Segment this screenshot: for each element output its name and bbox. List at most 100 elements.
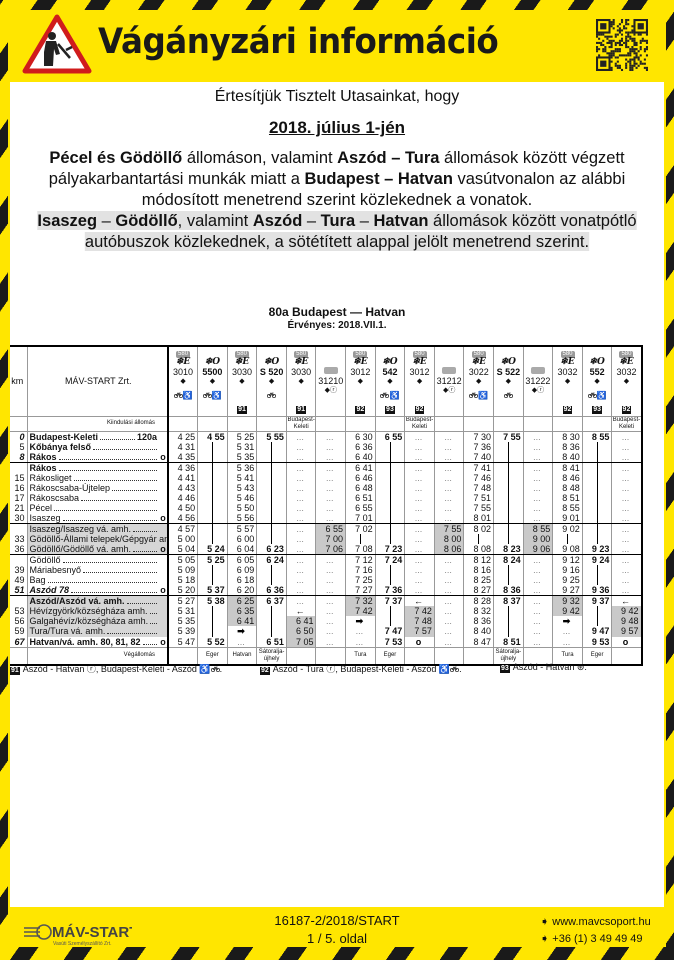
train-header[interactable]: 580 ❄E 3032 ◆ 92 [552,346,583,417]
time-cell: 8 48 [552,482,583,493]
time-cell: ... [522,575,553,586]
air-conditioning-icon: ❄ [560,357,568,367]
time-cell: ... [285,502,316,513]
time-cell: ... [404,462,435,473]
direction-icon: ◆ [564,378,571,385]
bicycle-icon [267,392,277,399]
station-cell: Rákosliget [26,472,169,483]
station-name: Tura/Tura vá. amh. [29,626,106,637]
station-mark: o [160,451,166,462]
train-header[interactable]: 580 ❄E 3022 ◆ ♿ [463,346,494,417]
station-mark: o [160,585,166,596]
time-cell: 8 12 [463,554,494,566]
time-cell: 5 46 [226,492,257,503]
bicycle-icon [380,392,390,399]
station-km: 56 [14,616,25,627]
track-work-warning-icon [22,14,92,74]
direction-icon: ◆ [594,378,600,385]
time-cell: | [493,472,524,483]
notice-paragraph: Pécel és Gödöllő állomáson, valamint Asz… [20,147,654,252]
category-letter: O [596,357,605,367]
train-header[interactable]: 580 ❄E 3010 ◆ ♿ [167,346,198,417]
train-header[interactable]: ❄O 5500 ◆ ♿ [197,346,228,417]
station-name: Máriabesnyő [29,565,82,576]
train-number: 3022 [468,367,489,377]
qr-code[interactable] [596,18,648,72]
station-name: Rákos [29,451,57,462]
time-cell: ← [404,595,435,607]
time-cell: ... [522,441,553,452]
time-cell: 8 23 [493,544,524,556]
station-row: 0 Budapest-Keleti 120a 4 25 4 55 5 25 5 55....… [10,431,643,442]
origin-station: Budapest-Keleti [611,416,643,432]
timetable: km MÁV-START Zrt. 580 ❄E 3010 ◆ ♿ ❄O 5500 ◆ ♿ 580 ❄E… [10,345,643,667]
station-row: 67 Hatvan/vá. amh. 80, 81, 82 o 5 47 5 52...… [10,636,643,648]
phone-text[interactable]: +36 (1) 3 49 49 49 [552,933,643,945]
time-cell: | [256,492,287,503]
time-cell: 5 41 [226,472,257,483]
time-cell: | [256,462,287,473]
time-cell: | [493,565,524,576]
time-cell: 9 27 [552,585,583,597]
time-cell: 5 39 [167,626,198,637]
time-cell: ... [315,472,346,483]
train-header[interactable]: 580 ❄E 3012 ◆ 92 [345,346,376,417]
train-header[interactable]: 580 ❄E 3012 ◆ 92 [404,346,435,417]
train-header[interactable]: 580 ❄E 3030 ◆ 91 [285,346,316,417]
notice-text: állomások között vonatpótló [428,211,637,230]
time-cell: 6 50 [285,626,316,637]
time-cell: ... [611,502,643,513]
time-cell: 6 05 [226,554,257,566]
train-header[interactable]: ❄O S 520 ◆ [256,346,287,417]
destination-station: Tura [345,646,376,666]
time-cell: 7 25 [345,575,376,586]
time-cell: ➡ [552,616,583,627]
amenities [406,391,434,403]
time-cell: ... [315,575,346,586]
time-cell: | [256,575,287,586]
train-category: ❄E [228,357,256,367]
time-cell: ... [611,523,643,534]
time-cell: | [581,492,612,503]
page-number: 1 / 5. oldal [307,931,367,946]
time-cell: 5 47 [167,636,198,648]
train-header[interactable]: 31222 ◆ⓡ [522,346,553,417]
time-cell: 4 43 [167,482,198,493]
train-header[interactable]: 580 ❄E 3030 ◆ 91 [226,346,257,417]
phone-link[interactable]: ➧ +36 (1) 3 49 49 49 [540,931,651,948]
time-cell: | [256,616,287,627]
time-cell: 7 48 [404,616,435,627]
train-header[interactable]: 31210 ◆ⓡ [315,346,346,417]
direction-icon: ◆ [239,378,245,385]
air-conditioning-icon: ❄ [293,357,302,367]
time-cell: ... [611,472,643,483]
train-header[interactable]: ❄O S 522 ◆ [493,346,524,417]
destination-station: Sátoralja-újhely [493,646,524,666]
train-category: ❄E [613,357,640,367]
website-text[interactable]: www.mavcsoport.hu [552,916,651,928]
time-cell: ... [433,554,464,566]
footnote-id: 93 [500,665,510,673]
time-cell: ... [611,554,643,566]
website-link[interactable]: ➧ www.mavcsoport.hu [540,914,651,931]
direction-icon: ◆ [180,378,186,385]
train-number: 3012 [409,367,430,377]
train-header[interactable]: 31212 ◆ⓡ [433,346,464,417]
time-cell: 7 46 [463,472,494,483]
air-conditioning-icon: ❄ [412,357,420,367]
train-header[interactable]: 580 ❄E 3032 ◆ 92 [611,346,643,417]
train-header[interactable]: ❄O 542 ◆ ♿ 93 [374,346,405,417]
time-cell: ... [315,626,346,637]
time-cell: 8 06 [433,544,464,556]
time-cell: ... [315,482,346,493]
time-cell: 8 25 [463,575,494,586]
train-header[interactable]: ❄O 552 ◆ ♿ 93 [581,346,612,417]
footnotes: 91 Aszód - Hatvan ⓡ, Budapest-Keleti - As… [10,662,650,675]
time-cell: 9 00 [522,533,553,545]
time-cell: 8 46 [552,472,583,483]
train-number: 3030 [291,367,312,377]
bicycle-icon [450,666,460,673]
time-cell: ... [522,482,553,493]
